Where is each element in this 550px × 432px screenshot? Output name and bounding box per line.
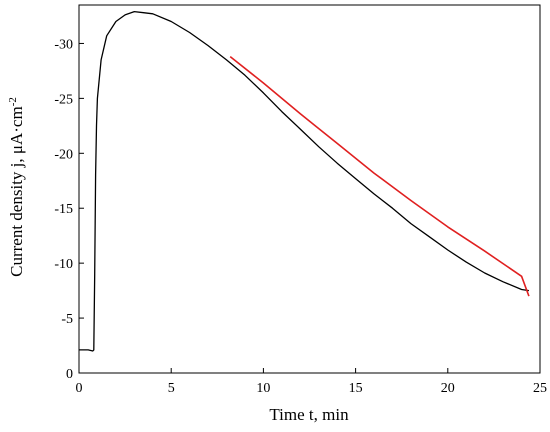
y-axis-title-superscript: -2 bbox=[7, 97, 19, 106]
y-tick-label: 0 bbox=[66, 367, 73, 382]
x-tick-label: 5 bbox=[168, 381, 175, 396]
y-tick-label: -25 bbox=[54, 92, 73, 107]
plot-area bbox=[79, 10, 530, 352]
x-tick-label: 25 bbox=[533, 381, 547, 396]
x-tick-label: 0 bbox=[76, 381, 83, 396]
y-tick-label: -30 bbox=[54, 37, 73, 52]
x-axis-title: Time t, min bbox=[269, 405, 349, 424]
x-tick-label: 15 bbox=[349, 381, 363, 396]
axes: 0 5 10 15 20 25 0 -5 -10 -15 -20 -25 -30 bbox=[54, 4, 547, 396]
y-tick-label: -10 bbox=[54, 257, 73, 272]
y-axis-title-main: Current density j, μA·cm bbox=[7, 106, 26, 277]
y-tick-label: -20 bbox=[54, 147, 73, 162]
x-tick-label: 10 bbox=[256, 381, 270, 396]
measured-line bbox=[79, 10, 529, 352]
y-tick-label: -5 bbox=[61, 312, 73, 327]
plot-frame bbox=[78, 4, 541, 374]
fit-line bbox=[229, 55, 530, 297]
x-tick-label: 20 bbox=[441, 381, 455, 396]
y-tick-label: -15 bbox=[54, 202, 73, 217]
y-axis-title: Current density j, μA·cm-2 bbox=[7, 97, 26, 277]
